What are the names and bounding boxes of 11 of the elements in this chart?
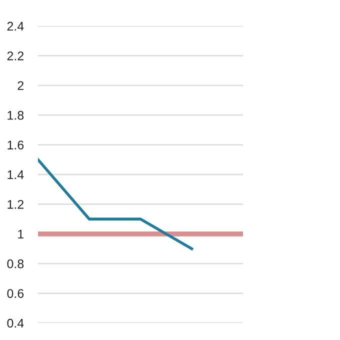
y-tick-label: 1 xyxy=(18,230,24,238)
y-tick-label: 2.2 xyxy=(7,52,24,60)
y-tick-label: 2 xyxy=(18,81,24,90)
y-tick-label: 2.4 xyxy=(7,22,24,31)
y-tick-label: 1.8 xyxy=(8,110,24,120)
y-tick-label: 0.4 xyxy=(7,318,24,328)
y-tick-label: 0.6 xyxy=(7,289,24,298)
y-tick-label: 0.8 xyxy=(7,259,24,268)
y-tick-label: 1.2 xyxy=(8,200,24,209)
y-tick-label: 1.4 xyxy=(8,170,24,180)
y-tick-label: 1.6 xyxy=(8,140,24,150)
